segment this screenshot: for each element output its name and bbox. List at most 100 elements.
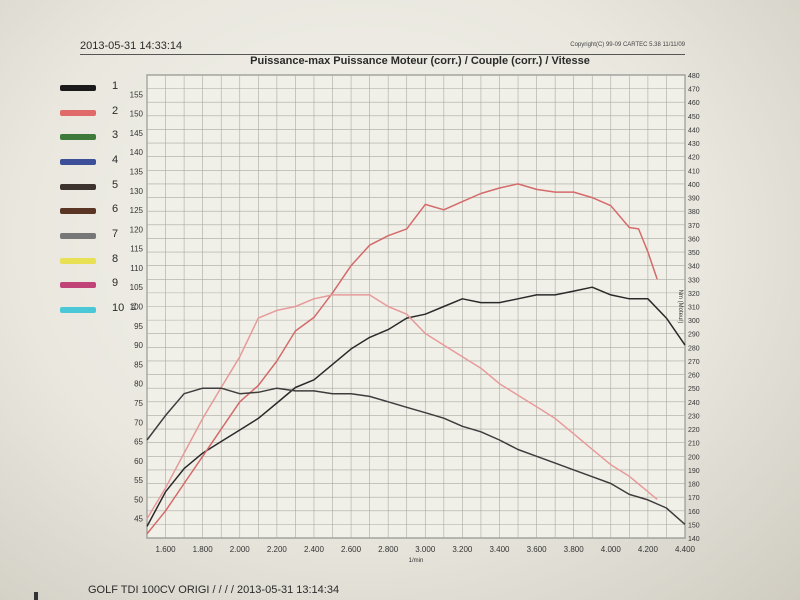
header-bar: 2013-05-31 14:33:14 Copyright(C) 99-09 C… <box>80 40 685 55</box>
left-tick-label: 55 <box>134 476 143 485</box>
legend-item: 2 <box>60 105 140 121</box>
right-tick-label: 190 <box>688 468 700 475</box>
x-tick-label: 2.400 <box>304 545 325 554</box>
series-line-2 <box>146 183 658 535</box>
right-tick-label: 160 <box>688 509 700 516</box>
x-tick-label: 1.800 <box>193 545 214 554</box>
page-mark <box>34 592 38 600</box>
right-tick-label: 280 <box>688 345 700 352</box>
right-tick-label: 430 <box>688 141 700 148</box>
legend-label: 6 <box>112 203 119 215</box>
x-tick-label: 1.600 <box>156 545 177 554</box>
x-axis-label: 1/min <box>409 558 424 564</box>
left-tick-label: 120 <box>130 225 144 234</box>
left-tick-label: 95 <box>134 322 143 331</box>
legend-swatch <box>60 159 96 165</box>
left-tick-label: 80 <box>134 380 143 389</box>
x-tick-label: 2.800 <box>378 545 399 554</box>
legend-swatch <box>60 258 96 264</box>
right-tick-label: 270 <box>688 359 700 366</box>
right-tick-label: 220 <box>688 427 700 434</box>
legend-label: 9 <box>112 277 119 289</box>
right-tick-label: 470 <box>688 87 700 94</box>
left-tick-label: 70 <box>134 418 143 427</box>
left-tick-label: 105 <box>130 283 144 292</box>
x-tick-label: 3.200 <box>452 545 473 554</box>
left-tick-label: 150 <box>130 110 144 119</box>
right-tick-label: 230 <box>688 413 700 420</box>
right-tick-label: 380 <box>688 209 700 216</box>
right-tick-label: 340 <box>688 264 700 271</box>
legend-item: 1 <box>60 80 140 96</box>
left-tick-label: 50 <box>134 495 143 504</box>
legend-swatch <box>60 282 96 288</box>
right-tick-label: 410 <box>688 168 700 175</box>
x-tick-label: 3.000 <box>415 545 436 554</box>
legend-swatch <box>60 208 96 214</box>
left-tick-label: 90 <box>134 341 143 350</box>
x-tick-label: 3.800 <box>564 545 585 554</box>
x-tick-label: 2.600 <box>341 545 362 554</box>
right-tick-label: 300 <box>688 318 700 325</box>
left-tick-label: 130 <box>130 187 144 196</box>
x-tick-label: 4.000 <box>601 545 622 554</box>
right-tick-label: 360 <box>688 236 700 243</box>
right-tick-label: 200 <box>688 454 700 461</box>
legend-item: 4 <box>60 154 140 170</box>
left-tick-label: 100 <box>130 303 144 312</box>
x-tick-label: 2.200 <box>267 545 288 554</box>
left-tick-label: 125 <box>130 206 144 215</box>
right-tick-label: 260 <box>688 373 700 380</box>
right-tick-label: 370 <box>688 223 700 230</box>
right-tick-label: 320 <box>688 291 700 298</box>
legend-swatch <box>60 110 96 116</box>
right-tick-label: 450 <box>688 114 700 121</box>
right-tick-label: 330 <box>688 277 700 284</box>
right-tick-label: 440 <box>688 127 700 134</box>
x-tick-label: 3.400 <box>489 545 510 554</box>
legend-item: 10 <box>60 302 140 318</box>
right-tick-label: 140 <box>688 536 700 543</box>
right-tick-label: 460 <box>688 100 700 107</box>
legend-item: 3 <box>60 129 140 145</box>
left-tick-label: 115 <box>130 245 143 254</box>
series-line-1 <box>146 286 686 527</box>
legend-label: 3 <box>112 129 119 141</box>
legend-label: 1 <box>112 80 119 92</box>
series-line-3 <box>146 294 658 520</box>
x-tick-label: 4.200 <box>638 545 659 554</box>
footer-caption: GOLF TDI 100CV ORIGI / / / / 2013-05-31 … <box>88 584 340 596</box>
legend-label: 8 <box>112 253 119 265</box>
right-tick-label: 420 <box>688 155 700 162</box>
right-tick-label: 400 <box>688 182 700 189</box>
x-tick-label: 2.000 <box>230 545 251 554</box>
left-tick-label: 45 <box>134 515 143 524</box>
legend-label: 5 <box>112 179 119 191</box>
legend-swatch <box>60 307 96 313</box>
grid <box>146 74 686 539</box>
legend-swatch <box>60 85 96 91</box>
left-tick-label: 60 <box>134 457 143 466</box>
legend-label: 4 <box>112 154 119 166</box>
legend-swatch <box>60 184 96 190</box>
left-tick-label: 135 <box>130 167 144 176</box>
chart-title: Puissance-max Puissance Moteur (corr.) /… <box>250 55 590 67</box>
legend-item: 8 <box>60 253 140 269</box>
copyright-text: Copyright(C) 99-09 CARTEC 5.38 11/11/09 <box>570 42 685 48</box>
legend-swatch <box>60 134 96 140</box>
right-tick-label: 210 <box>688 441 700 448</box>
legend-item: 5 <box>60 179 140 195</box>
legend-label: 10 <box>112 302 125 314</box>
legend-swatch <box>60 233 96 239</box>
right-tick-label: 310 <box>688 305 700 312</box>
timestamp: 2013-05-31 14:33:14 <box>80 40 183 52</box>
left-tick-label: 85 <box>134 360 143 369</box>
left-tick-label: 155 <box>130 90 144 99</box>
right-tick-label: 350 <box>688 250 700 257</box>
legend-item: 9 <box>60 277 140 293</box>
legend-item: 6 <box>60 203 140 219</box>
right-tick-label: 390 <box>688 196 700 203</box>
right-tick-label: 250 <box>688 386 700 393</box>
right-tick-label: 240 <box>688 400 700 407</box>
